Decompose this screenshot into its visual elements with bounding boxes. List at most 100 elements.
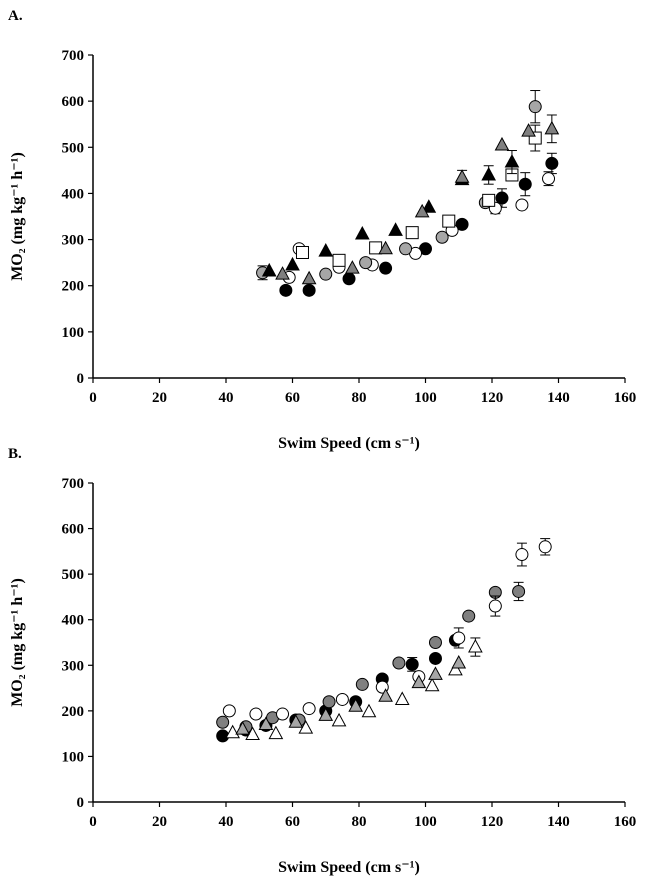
data-point-triangle <box>348 698 364 712</box>
data-point-triangle <box>268 725 284 740</box>
data-point-circle <box>462 609 476 623</box>
x-tick-label: 40 <box>219 814 234 830</box>
data-point-triangle <box>225 724 240 739</box>
data-point-circle <box>319 267 333 281</box>
chart-b-svg: 0 100 200 300 400 500 600 700 0 20 40 60 80 100 120 140… <box>9 476 637 876</box>
data-point-triangle <box>261 262 277 277</box>
data-point-square <box>405 226 419 240</box>
y-tick-label: 0 <box>77 795 85 811</box>
data-point-triangle <box>301 270 317 285</box>
data-point-square <box>369 241 383 255</box>
data-point-triangle <box>288 714 304 728</box>
data-point-triangle <box>345 260 360 274</box>
x-tick-label: 140 <box>547 390 570 406</box>
data-point-triangle <box>494 136 510 151</box>
x-tick-label: 140 <box>547 814 570 830</box>
data-point-circle <box>276 707 290 721</box>
data-point-circle <box>428 636 442 649</box>
data-point-circle <box>488 599 502 613</box>
data-point-circle <box>545 156 559 170</box>
y-tick-label: 100 <box>62 749 85 765</box>
data-point-circle <box>222 704 236 718</box>
y-tick-label: 200 <box>62 279 85 295</box>
x-tick-label: 60 <box>285 390 300 406</box>
series-4 <box>295 124 542 267</box>
y-tick-label: 300 <box>62 658 85 674</box>
data-point-circle <box>322 695 336 709</box>
data-point-square <box>295 245 309 259</box>
x-tick-label: 160 <box>614 814 637 830</box>
data-point-circle <box>216 715 230 729</box>
chart-panel-a: A. 0 100 200 300 400 500 600 700 0 20 40 60 80 100 120… <box>8 8 637 452</box>
data-point-circle <box>518 177 532 191</box>
y-tick-label: 300 <box>62 233 85 249</box>
data-point-triangle <box>285 256 300 271</box>
data-point-triangle <box>424 677 440 692</box>
data-point-circle <box>542 172 556 186</box>
data-point-circle <box>392 656 406 670</box>
data-point-triangle <box>414 203 430 218</box>
data-point-circle <box>399 242 413 256</box>
data-point-circle <box>455 217 469 231</box>
data-point-circle <box>428 651 442 665</box>
data-point-circle <box>335 692 349 706</box>
y-tick-label: 100 <box>62 325 85 341</box>
data-point-triangle <box>451 654 467 669</box>
data-point-circle <box>538 540 552 554</box>
data-point-triangle <box>331 712 347 727</box>
data-point-circle <box>515 548 529 562</box>
data-point-triangle <box>454 169 470 183</box>
x-tick-label: 60 <box>285 814 300 830</box>
data-point-circle <box>528 100 542 114</box>
y-tick-label: 600 <box>62 94 85 110</box>
x-tick-label: 100 <box>414 390 437 406</box>
data-point-triangle <box>481 166 497 181</box>
panel-label-a: A. <box>8 8 23 24</box>
data-point-circle <box>249 707 263 721</box>
data-point-circle <box>355 677 369 691</box>
y-tick-label: 600 <box>62 522 85 538</box>
y-tick-label: 500 <box>62 140 85 156</box>
x-tick-label: 40 <box>219 390 234 406</box>
x-tick-label: 20 <box>152 390 167 406</box>
y-axis-title: MO₂ (mg kg⁻¹ h⁻¹) <box>9 578 26 707</box>
data-point-circle <box>359 256 373 270</box>
data-point-circle <box>302 702 316 716</box>
data-point-circle <box>405 657 419 671</box>
y-tick-label: 700 <box>62 476 85 492</box>
data-point-triangle <box>378 688 393 702</box>
data-point-square <box>442 214 456 228</box>
data-point-triangle <box>235 721 250 735</box>
data-point-triangle <box>275 266 290 280</box>
data-point-circle <box>435 230 449 244</box>
series-5 <box>235 654 467 735</box>
x-axis-title: Swim Speed (cm s⁻¹) <box>278 435 420 452</box>
data-point-triangle <box>428 666 443 680</box>
data-point-square <box>332 253 346 267</box>
x-tick-label: 0 <box>89 814 97 830</box>
data-point-circle <box>279 283 293 297</box>
data-point-circle <box>342 272 356 286</box>
x-tick-label: 80 <box>352 814 367 830</box>
x-tick-label: 20 <box>152 814 167 830</box>
series-5 <box>261 150 520 277</box>
y-tick-label: 400 <box>62 186 85 202</box>
chart-panel-b: B. 0 100 200 300 400 500 600 700 0 20 40 60 80 100 120… <box>0 440 648 879</box>
data-point-triangle <box>361 703 377 718</box>
x-tick-label: 120 <box>481 390 504 406</box>
x-tick-label: 120 <box>481 814 504 830</box>
panel-label-b: B. <box>8 446 22 462</box>
series-3 <box>222 538 552 721</box>
y-tick-label: 0 <box>77 371 85 387</box>
data-point-triangle <box>318 707 334 721</box>
data-point-circle <box>302 283 316 297</box>
x-tick-label: 160 <box>614 390 637 406</box>
data-point-triangle <box>504 154 520 168</box>
data-point-circle <box>515 198 529 212</box>
x-axis-title: Swim Speed (cm s⁻¹) <box>278 859 420 876</box>
y-tick-label: 200 <box>62 704 85 720</box>
y-tick-label: 500 <box>62 567 85 583</box>
data-point-triangle <box>318 243 334 257</box>
x-tick-label: 80 <box>352 390 367 406</box>
x-tick-label: 0 <box>89 390 97 406</box>
